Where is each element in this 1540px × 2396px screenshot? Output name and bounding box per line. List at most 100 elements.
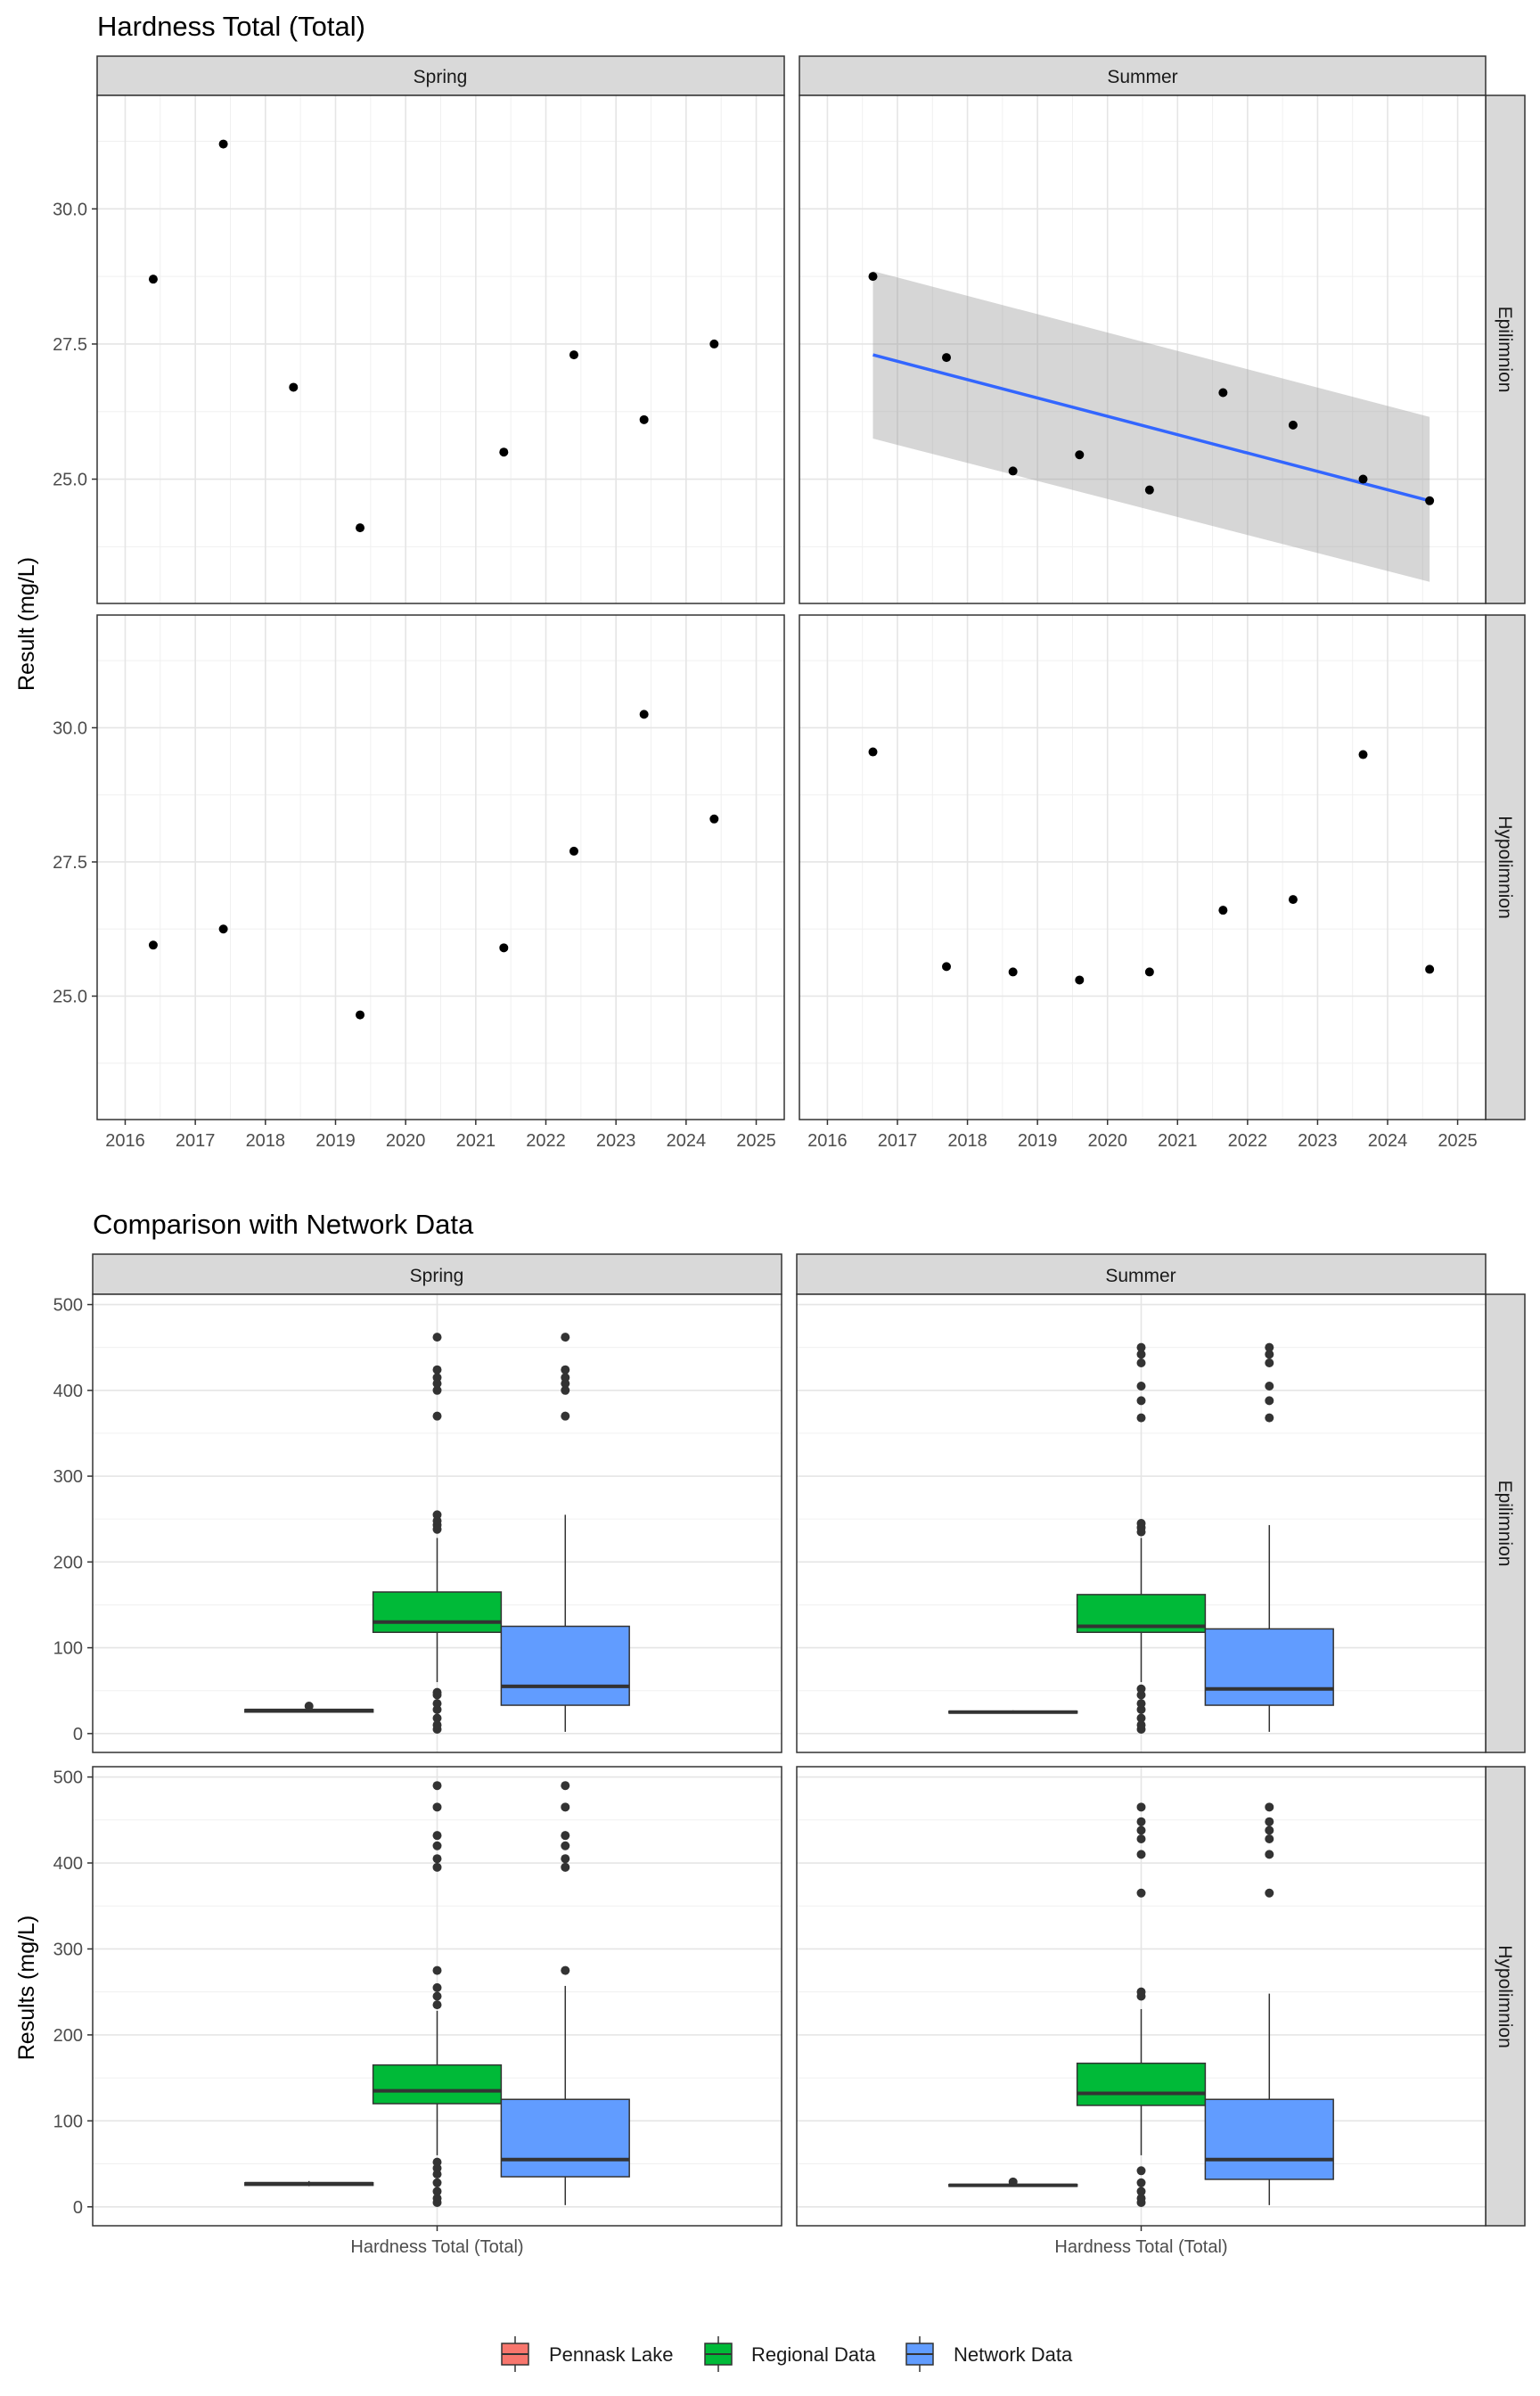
box-iqr — [1076, 2062, 1207, 2106]
x-tick-label: 2025 — [1438, 1131, 1478, 1151]
x-tick-label: 2019 — [315, 1131, 356, 1151]
panel-border — [92, 1293, 782, 1753]
chart2-panel-summer-hypolimnion — [796, 1766, 1487, 2227]
chart2-strip-label-hypolimnion: Hypolimnion — [1495, 1945, 1515, 2048]
x-tick-label: 2017 — [176, 1131, 216, 1151]
x-tick-label: 2021 — [1158, 1131, 1198, 1151]
outlier-point — [1136, 1519, 1146, 1528]
outlier-point — [432, 1831, 442, 1841]
chart1-strip-label-hypolimnion: Hypolimnion — [1495, 816, 1515, 919]
outlier-point — [432, 2178, 442, 2187]
outlier-point — [432, 1781, 442, 1791]
outlier-point — [1136, 1699, 1146, 1709]
outlier-point — [432, 1699, 442, 1709]
data-point — [1075, 450, 1085, 460]
box-pennask-lake — [948, 1710, 1078, 1714]
chart2-legend: Pennask Lake Regional Data Network Data — [501, 2336, 1073, 2372]
x-tick-label: 2016 — [807, 1131, 848, 1151]
x-tick-label: 2022 — [1228, 1131, 1268, 1151]
outlier-point — [1136, 1396, 1146, 1406]
chart1-panel-spring-epilimnion — [96, 94, 785, 604]
outlier-point — [1136, 1720, 1146, 1730]
box-iqr — [372, 1591, 503, 1633]
outlier-point — [561, 1373, 570, 1383]
outlier-point — [1136, 1834, 1146, 1844]
data-point — [942, 353, 951, 363]
outlier-point — [432, 1373, 442, 1383]
box-iqr — [500, 1625, 630, 1706]
data-point — [356, 1010, 365, 1020]
chart2-panel-spring-hypolimnion — [92, 1766, 782, 2227]
box-network-data — [500, 1333, 630, 1732]
chart1-strip-label-epilimnion: Epilimnion — [1495, 307, 1515, 393]
data-point — [868, 747, 878, 757]
x-category-label: Hardness Total (Total) — [1054, 2237, 1227, 2257]
x-tick-label: 2023 — [596, 1131, 636, 1151]
outlier-point — [1008, 2177, 1018, 2187]
outlier-point — [432, 2000, 442, 2010]
legend-item-regional-data: Regional Data — [704, 2336, 876, 2372]
legend-label-network-data: Network Data — [954, 2343, 1073, 2366]
box-regional-data — [372, 1333, 503, 1735]
data-point — [148, 940, 158, 950]
outlier-point — [1136, 1987, 1146, 1997]
box-network-data — [500, 1781, 630, 2205]
outlier-point — [1265, 1850, 1274, 1859]
panel-border — [799, 614, 1487, 1120]
chart1-axes: 25.0 27.5 30.0 25.0 27.5 30.0 2016 2017 2018 2019… — [53, 200, 1478, 1151]
outlier-point — [1265, 1888, 1274, 1898]
y-tick-label: 100 — [53, 2112, 83, 2131]
outlier-point — [432, 1510, 442, 1520]
chart2-strip-summer: Summer — [796, 1253, 1487, 1295]
outlier-point — [1136, 1342, 1146, 1352]
outlier-point — [432, 1333, 442, 1342]
y-tick-label: 100 — [53, 1639, 83, 1659]
box-network-data — [1204, 1802, 1334, 2205]
legend-label-regional-data: Regional Data — [751, 2343, 876, 2366]
data-point — [709, 814, 719, 824]
chart1-panel-summer-epilimnion — [799, 94, 1487, 604]
outlier-point — [432, 1862, 442, 1872]
outlier-point — [432, 1841, 442, 1850]
outlier-point — [1265, 1413, 1274, 1423]
data-point — [148, 275, 158, 284]
x-tick-label: 2018 — [947, 1131, 987, 1151]
y-tick-label: 200 — [53, 1553, 83, 1572]
outlier-point — [561, 1802, 570, 1812]
outlier-point — [432, 1365, 442, 1374]
data-point — [1288, 895, 1298, 905]
box-pennask-lake — [948, 2177, 1078, 2187]
y-tick-label: 500 — [53, 1296, 83, 1316]
data-point — [289, 382, 299, 392]
box-network-data — [1204, 1342, 1334, 1732]
x-tick-label: 2025 — [736, 1131, 776, 1151]
data-point — [709, 339, 719, 349]
x-tick-label: 2023 — [1298, 1131, 1338, 1151]
y-tick-label: 400 — [53, 1382, 83, 1401]
outlier-point — [1136, 2194, 1146, 2203]
data-point — [1218, 906, 1228, 915]
chart1-strip-epilimnion: Epilimnion — [1485, 94, 1526, 604]
data-point — [1425, 496, 1435, 505]
data-point — [639, 710, 649, 719]
data-point — [639, 414, 649, 424]
data-point — [569, 350, 578, 360]
data-point — [218, 139, 228, 149]
outlier-point — [561, 1862, 570, 1872]
outlier-point — [561, 1854, 570, 1864]
outlier-point — [1136, 1713, 1146, 1723]
chart2-panel-summer-epilimnion — [796, 1293, 1487, 1753]
data-point — [218, 924, 228, 934]
chart-hardness-trend: Hardness Total (Total) Result (mg/L) Spr… — [14, 11, 1526, 1151]
outlier-point — [432, 1982, 442, 1992]
outlier-point — [1265, 1826, 1274, 1835]
chart1-strip-label-summer: Summer — [1107, 67, 1177, 87]
x-tick-label: 2017 — [878, 1131, 918, 1151]
y-tick-label: 0 — [73, 2198, 83, 2218]
data-point — [1075, 975, 1085, 985]
outlier-point — [432, 2194, 442, 2203]
box-pennask-lake — [244, 2180, 374, 2187]
data-point — [1288, 420, 1298, 430]
box-iqr — [1204, 2098, 1334, 2180]
